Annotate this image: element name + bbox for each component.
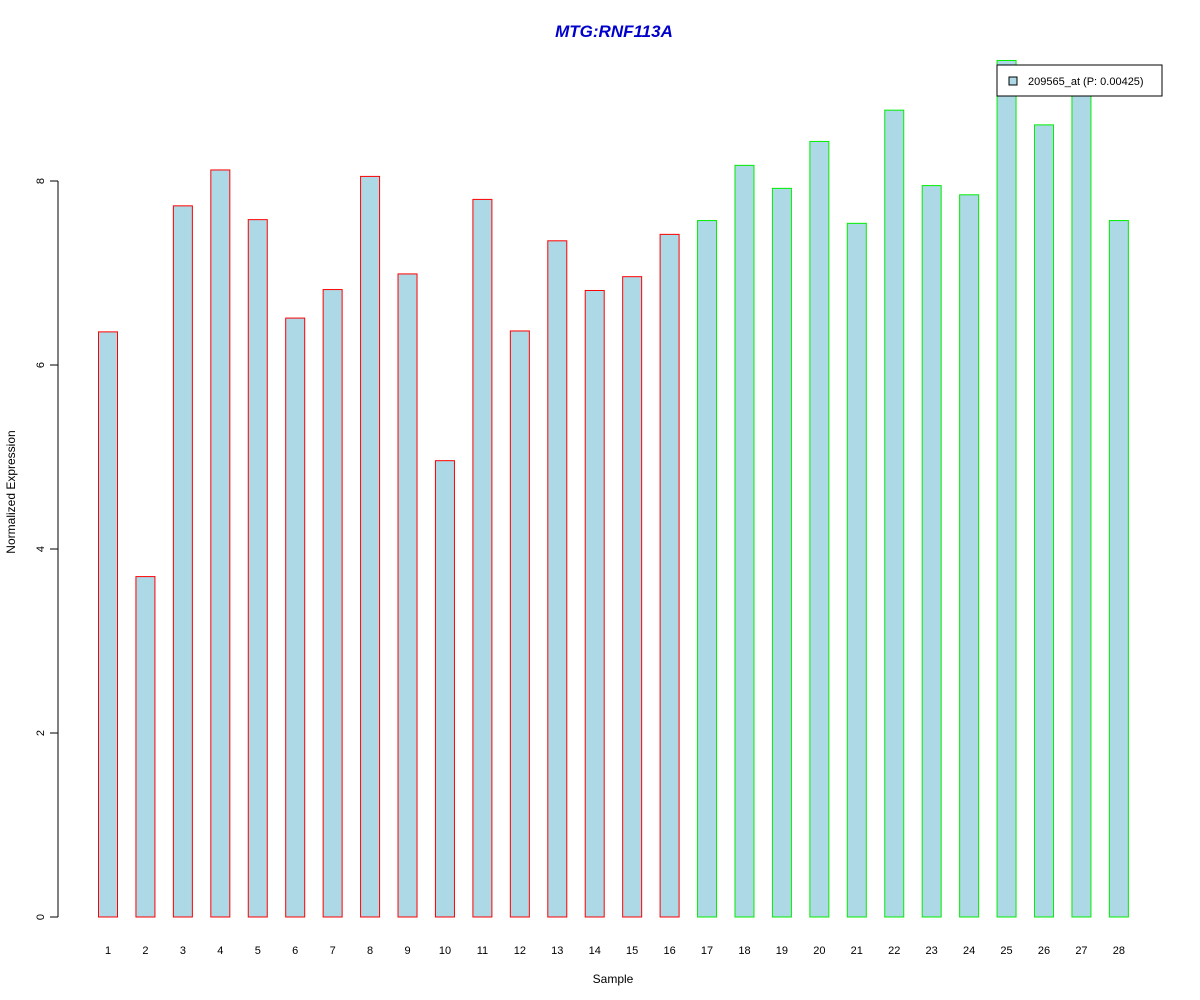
bar-sample-19 bbox=[771, 187, 792, 918]
x-tick-label: 8 bbox=[367, 945, 373, 957]
y-tick-label: 0 bbox=[35, 914, 47, 920]
x-tick-label: 19 bbox=[776, 945, 788, 957]
legend-label: 209565_at (P: 0.00425) bbox=[1028, 76, 1144, 88]
x-tick-label: 22 bbox=[888, 945, 900, 957]
bar-sample-25 bbox=[996, 59, 1017, 918]
y-axis-label: Normalized Expression bbox=[4, 430, 18, 553]
x-tick-label: 26 bbox=[1038, 945, 1050, 957]
x-tick-label: 3 bbox=[180, 945, 186, 957]
x-tick-label: 1 bbox=[105, 945, 111, 957]
x-tick-label: 4 bbox=[217, 945, 223, 957]
bar-sample-23 bbox=[921, 185, 942, 918]
x-tick-label: 9 bbox=[404, 945, 410, 957]
y-tick-label: 4 bbox=[35, 546, 47, 552]
x-tick-label: 17 bbox=[701, 945, 713, 957]
bar-sample-9 bbox=[397, 273, 418, 918]
bars-group bbox=[98, 59, 1129, 918]
x-tick-label: 18 bbox=[738, 945, 750, 957]
bar-sample-22 bbox=[884, 109, 905, 918]
bar-sample-27 bbox=[1071, 88, 1092, 918]
x-tick-label: 24 bbox=[963, 945, 975, 957]
bar-sample-15 bbox=[622, 276, 643, 918]
x-tick-label: 20 bbox=[813, 945, 825, 957]
bar-sample-2 bbox=[135, 576, 156, 918]
y-axis-ticks: 0 2 4 6 8 bbox=[35, 178, 58, 920]
bar-sample-1 bbox=[98, 331, 118, 918]
y-tick-label: 2 bbox=[35, 730, 47, 736]
bar-sample-17 bbox=[697, 220, 718, 918]
legend: 209565_at (P: 0.00425) bbox=[996, 64, 1163, 97]
bar-sample-24 bbox=[959, 194, 980, 918]
bar-sample-7 bbox=[322, 289, 343, 918]
x-tick-label: 2 bbox=[142, 945, 148, 957]
bar-sample-11 bbox=[472, 198, 493, 918]
x-axis-tick-labels: 1 2 3 4 5 6 7 8 9 10 11 12 13 14 15 16 17 18 19 20 21 22 23 24 2… bbox=[105, 945, 1125, 957]
y-tick-label: 8 bbox=[35, 178, 47, 184]
x-tick-label: 15 bbox=[626, 945, 638, 957]
chart-title: MTG:RNF113A bbox=[555, 22, 673, 41]
x-tick-label: 10 bbox=[439, 945, 451, 957]
x-tick-label: 27 bbox=[1075, 945, 1087, 957]
bar-sample-13 bbox=[547, 240, 568, 918]
x-tick-label: 14 bbox=[589, 945, 601, 957]
x-tick-label: 6 bbox=[292, 945, 298, 957]
x-tick-label: 5 bbox=[255, 945, 261, 957]
x-tick-label: 12 bbox=[514, 945, 526, 957]
bar-sample-8 bbox=[360, 175, 381, 918]
bar-sample-4 bbox=[210, 169, 231, 918]
bar-sample-18 bbox=[734, 164, 755, 918]
x-tick-label: 13 bbox=[551, 945, 563, 957]
bar-sample-28 bbox=[1108, 220, 1129, 918]
y-tick-label: 6 bbox=[35, 362, 47, 368]
x-axis-label: Sample bbox=[593, 972, 634, 986]
bar-sample-12 bbox=[509, 330, 530, 918]
x-tick-label: 21 bbox=[851, 945, 863, 957]
legend-swatch bbox=[1008, 76, 1018, 86]
bar-sample-5 bbox=[247, 219, 268, 918]
x-tick-label: 7 bbox=[330, 945, 336, 957]
bar-sample-3 bbox=[172, 205, 193, 918]
x-tick-label: 11 bbox=[477, 945, 488, 957]
legend-box bbox=[996, 64, 1163, 97]
bar-sample-16 bbox=[659, 233, 680, 918]
x-tick-label: 28 bbox=[1113, 945, 1125, 957]
bar-sample-20 bbox=[809, 140, 830, 918]
x-tick-label: 23 bbox=[926, 945, 938, 957]
bar-sample-10 bbox=[434, 460, 455, 918]
bar-sample-21 bbox=[846, 222, 867, 918]
bar-sample-14 bbox=[584, 289, 605, 918]
bar-sample-26 bbox=[1034, 124, 1054, 918]
x-tick-label: 25 bbox=[1000, 945, 1012, 957]
bar-sample-6 bbox=[285, 317, 306, 918]
x-tick-label: 16 bbox=[663, 945, 675, 957]
